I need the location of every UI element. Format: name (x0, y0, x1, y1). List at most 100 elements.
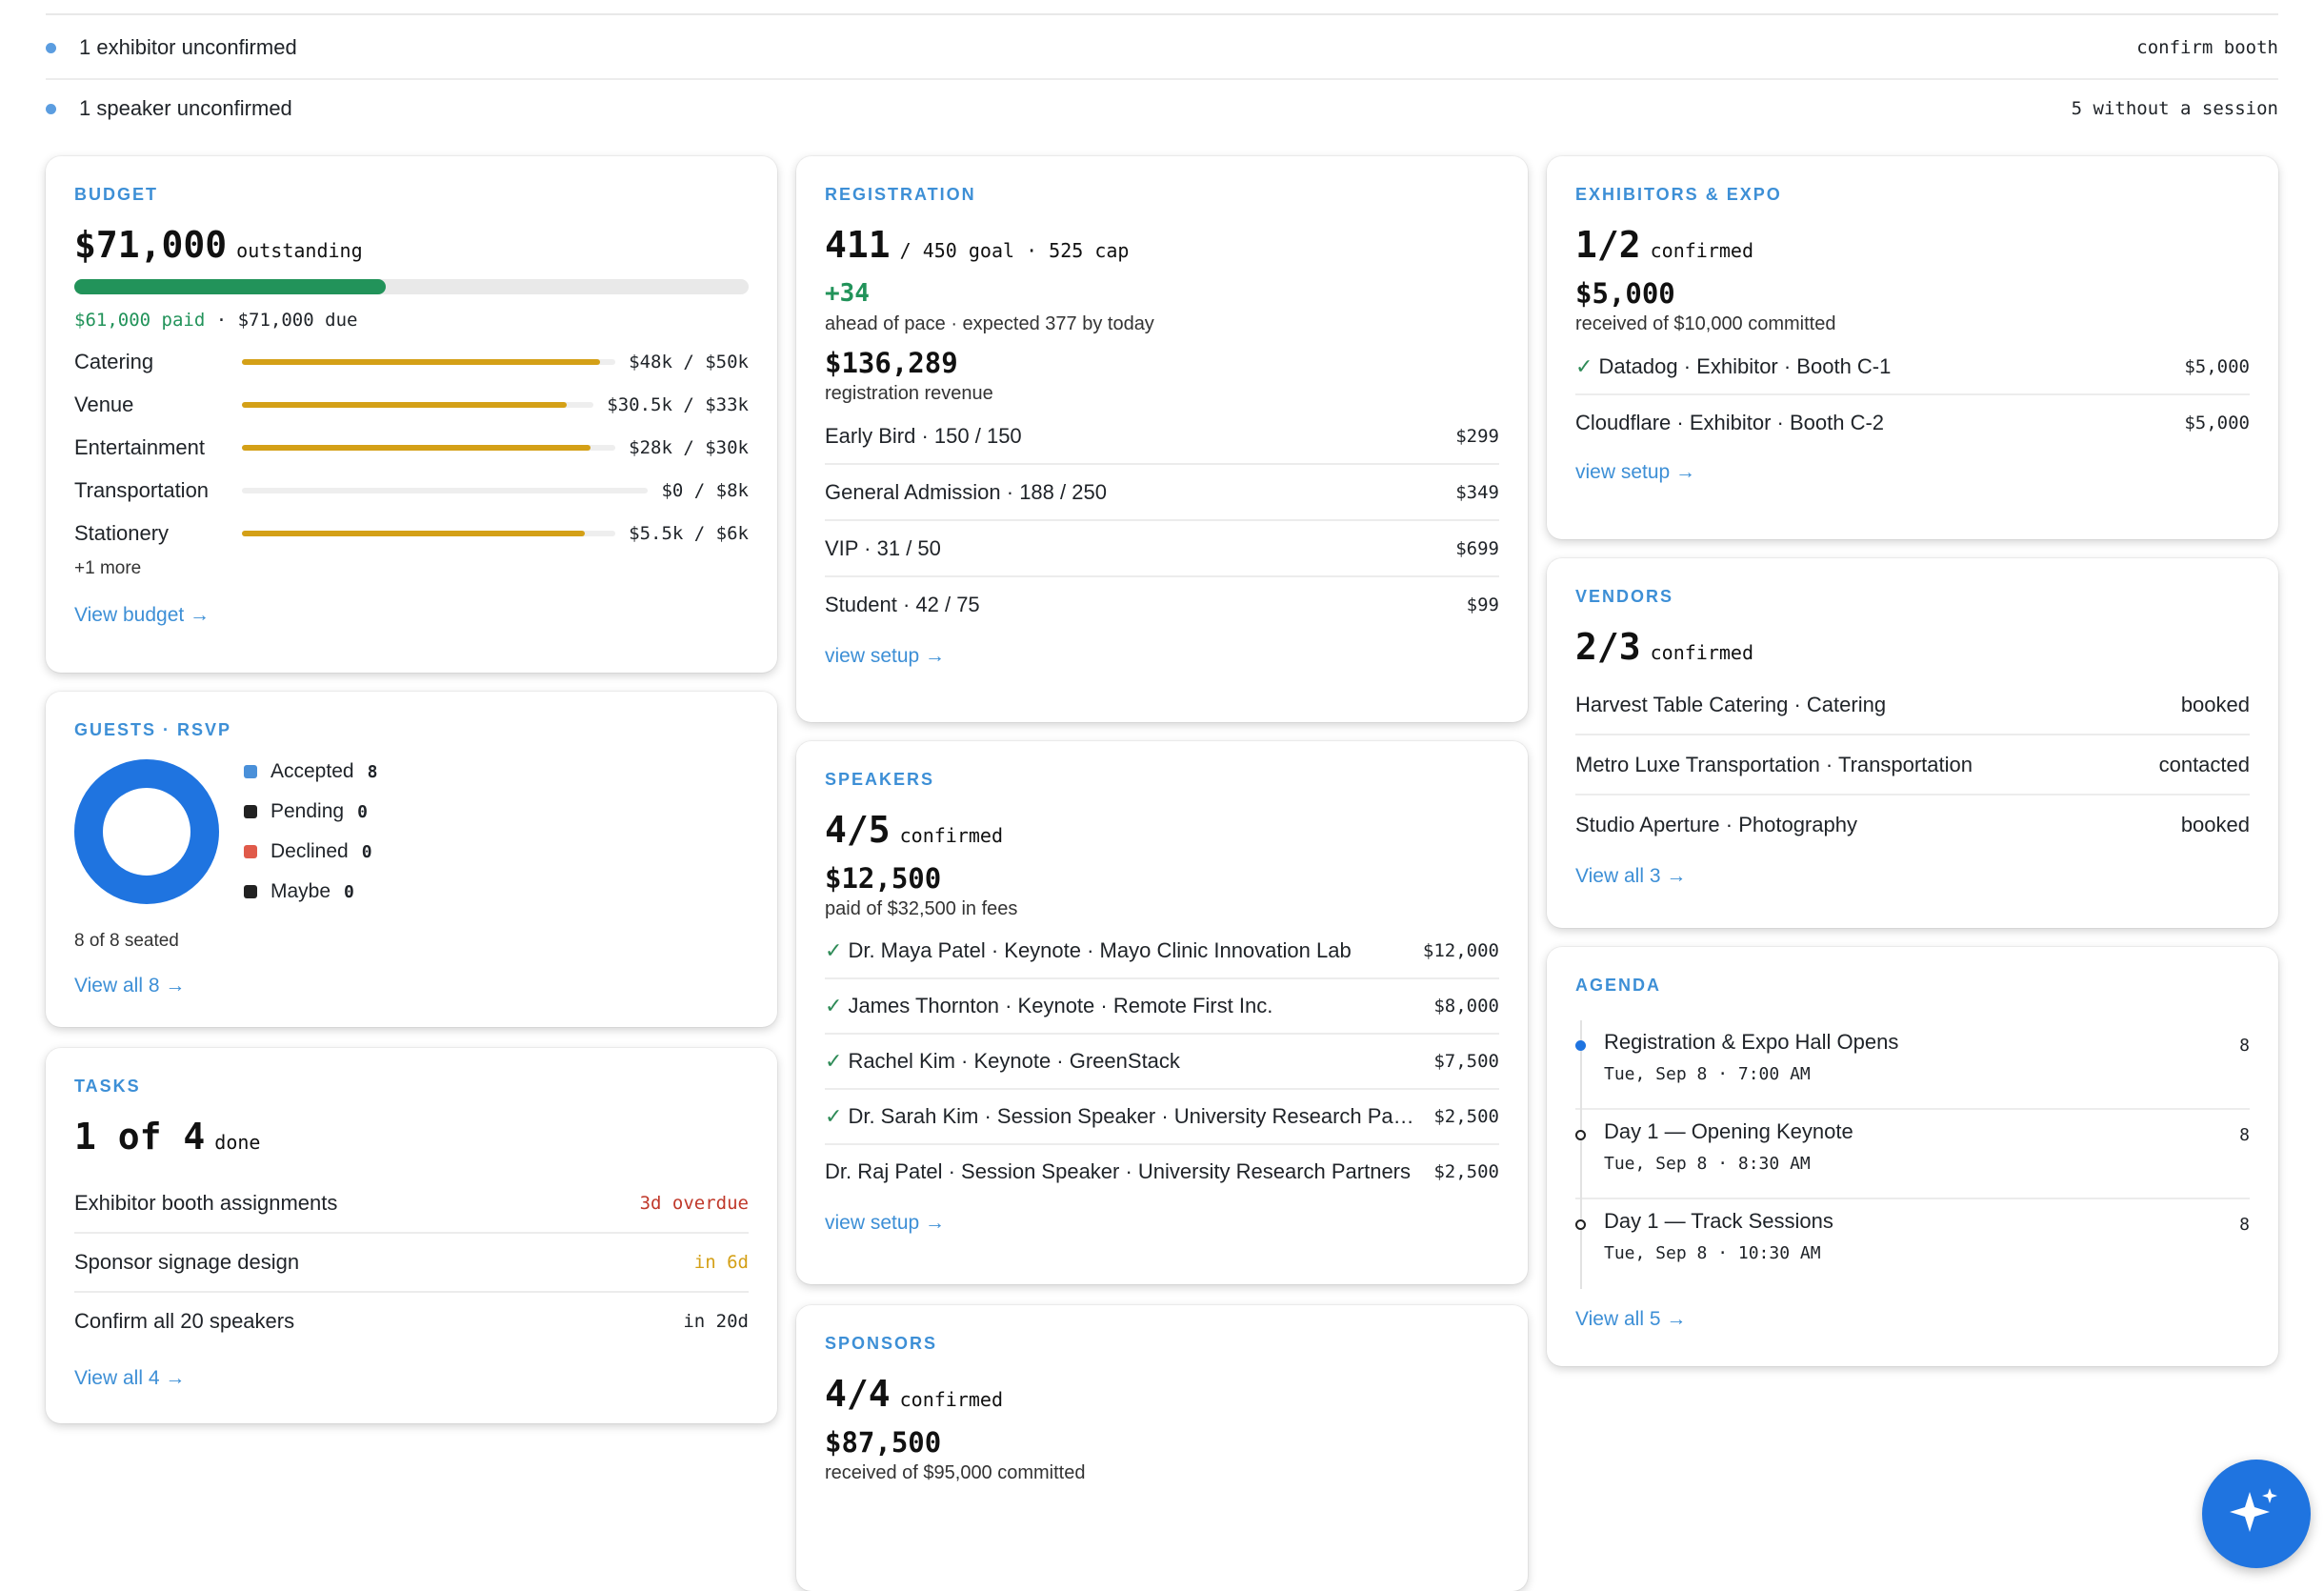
agenda-list: Registration & Expo Hall Opens Tue, Sep 8… (1575, 1020, 2250, 1289)
speaker-row-label: Dr. Raj Patel · Session Speaker · Univer… (825, 1159, 1411, 1184)
speaker-row-value: $12,000 (1422, 940, 1499, 961)
task-name: Sponsor signage design (74, 1250, 300, 1274)
top-divider (46, 13, 2278, 15)
registration-pace-detail: ahead of pace · expected 377 by today (825, 313, 1154, 334)
sponsors-received-label: received of $95,000 committed (825, 1462, 1086, 1483)
rsvp-legend-item: Pending 0 (244, 792, 377, 832)
speaker-row[interactable]: ✓ Dr. Maya Patel · Keynote · Mayo Clinic … (825, 924, 1499, 979)
alert-action[interactable]: 5 without a session (2071, 98, 2278, 119)
vendors-count: 2/3 (1575, 626, 1641, 668)
card-title: EXHIBITORS & EXPO (1575, 185, 1782, 204)
agenda-timeline-line (1580, 1110, 1582, 1199)
vendor-status: contacted (2158, 752, 2250, 776)
budget-category-row[interactable]: Venue $30.5k / $33k (74, 383, 749, 426)
budget-category-bar (242, 401, 594, 408)
view-budget-link[interactable]: View budget → (74, 604, 210, 626)
task-row[interactable]: Sponsor signage design in 6d (74, 1234, 749, 1293)
ticket-tier-row[interactable]: General Admission · 188 / 250 $349 (825, 465, 1499, 521)
alert-row-exhibitor[interactable]: 1 exhibitor unconfirmed confirm booth (46, 17, 2278, 80)
budget-category-name: Catering (74, 349, 154, 373)
rsvp-label: Declined (270, 840, 349, 862)
card-title: TASKS (74, 1077, 141, 1096)
vendors-card: VENDORS 2/3 confirmed Harvest Table Cater… (1547, 558, 2278, 928)
budget-category-row[interactable]: Stationery $5.5k / $6k (74, 512, 749, 554)
speaker-row[interactable]: Dr. Raj Patel · Session Speaker · Univer… (825, 1145, 1499, 1198)
speakers-paid-label: paid of $32,500 in fees (825, 898, 1018, 919)
view-all-vendors-link[interactable]: View all 3 → (1575, 865, 1687, 887)
exhibitors-count: 1/2 (1575, 224, 1641, 266)
view-all-guests-link[interactable]: View all 8 → (74, 975, 186, 997)
agenda-card: AGENDA Registration & Expo Hall Opens Tue… (1547, 947, 2278, 1366)
rsvp-swatch (244, 805, 257, 818)
sponsors-count: 4/4 (825, 1373, 891, 1415)
vendor-row[interactable]: Studio Aperture · Photography booked (1575, 796, 2250, 854)
agenda-item[interactable]: Day 1 — Track Sessions Tue, Sep 8 · 10:30… (1575, 1199, 2250, 1289)
alert-row-speaker[interactable]: 1 speaker unconfirmed 5 without a sessio… (46, 78, 2278, 139)
budget-category-bar (242, 358, 616, 365)
rsvp-label: Accepted (270, 760, 354, 782)
budget-categories: Catering $48k / $50k Venue $30.5k / $33k Ent… (74, 340, 749, 554)
agenda-item[interactable]: Registration & Expo Hall Opens Tue, Sep 8… (1575, 1020, 2250, 1110)
budget-more[interactable]: +1 more (74, 558, 142, 578)
budget-category-fill (242, 401, 568, 408)
task-due: in 20d (683, 1311, 749, 1332)
exhibitors-card: EXHIBITORS & EXPO 1/2 confirmed $5,000 re… (1547, 156, 2278, 539)
registration-pace: +34 (825, 279, 870, 308)
agenda-item-title: Registration & Expo Hall Opens (1604, 1030, 1899, 1054)
agenda-item[interactable]: Day 1 — Opening Keynote Tue, Sep 8 · 8:30… (1575, 1110, 2250, 1199)
exhibitor-row[interactable]: Cloudflare · Exhibitor · Booth C-2 $5,000 (1575, 395, 2250, 450)
ticket-tier-row[interactable]: VIP · 31 / 50 $699 (825, 521, 1499, 577)
task-row[interactable]: Confirm all 20 speakers in 20d (74, 1293, 749, 1350)
agenda-timeline-line (1580, 1020, 1582, 1110)
vendor-row[interactable]: Metro Luxe Transportation · Transportati… (1575, 735, 2250, 796)
budget-category-name: Transportation (74, 477, 210, 502)
view-all-agenda-link[interactable]: View all 5 → (1575, 1308, 1687, 1330)
budget-category-amount: $0 / $8k (661, 479, 749, 501)
view-all-tasks-link[interactable]: View all 4 → (74, 1367, 186, 1389)
agenda-item-time: Tue, Sep 8 · 8:30 AM (1604, 1154, 1811, 1174)
budget-category-fill (242, 530, 585, 536)
budget-category-name: Entertainment (74, 434, 205, 459)
exhibitor-row[interactable]: ✓ Datadog · Exhibitor · Booth C-1 $5,000 (1575, 339, 2250, 395)
exhibitors-view-setup-link[interactable]: view setup → (1575, 461, 1696, 483)
ticket-tier-row[interactable]: Student · 42 / 75 $99 (825, 577, 1499, 632)
ticket-tier-row[interactable]: Early Bird · 150 / 150 $299 (825, 409, 1499, 465)
assistant-fab-button[interactable] (2202, 1460, 2311, 1568)
check-icon: ✓ (825, 1049, 843, 1073)
budget-category-name: Stationery (74, 520, 170, 545)
budget-category-row[interactable]: Catering $48k / $50k (74, 340, 749, 383)
budget-category-fill (242, 358, 601, 365)
alert-action[interactable]: confirm booth (2136, 37, 2278, 58)
exhibitors-received-label: received of $10,000 committed (1575, 313, 1836, 334)
speakers-card: SPEAKERS 4/5 confirmed $12,500 paid of $3… (796, 741, 1528, 1284)
budget-category-row[interactable]: Entertainment $28k / $30k (74, 426, 749, 469)
exhibitors-received: $5,000 (1575, 277, 1675, 310)
rsvp-legend-item: Accepted 8 (244, 752, 377, 792)
speaker-row[interactable]: ✓ Rachel Kim · Keynote · GreenStack $7,500 (825, 1035, 1499, 1090)
task-row[interactable]: Exhibitor booth assignments 3d overdue (74, 1175, 749, 1234)
budget-category-row[interactable]: Transportation $0 / $8k (74, 469, 749, 512)
rsvp-legend-item: Maybe 0 (244, 872, 377, 912)
ticket-tier-name: VIP · 31 / 50 (825, 535, 941, 560)
speaker-row-label: ✓ James Thornton · Keynote · Remote First… (825, 994, 1272, 1018)
sparkle-icon (2230, 1488, 2277, 1532)
speakers-view-setup-link[interactable]: view setup → (825, 1212, 946, 1234)
rsvp-label: Maybe (270, 880, 331, 902)
speakers-count-label: confirmed (899, 824, 1004, 847)
speaker-row[interactable]: ✓ James Thornton · Keynote · Remote First… (825, 979, 1499, 1035)
check-icon: ✓ (1575, 353, 1593, 378)
budget-progress-bar (74, 279, 749, 294)
speaker-row-value: $8,000 (1433, 996, 1499, 1017)
budget-category-amount: $28k / $30k (629, 436, 749, 458)
agenda-dot-icon (1575, 1219, 1586, 1230)
card-title: SPONSORS (825, 1334, 938, 1353)
tasks-done-label: done (214, 1131, 261, 1154)
sponsors-count-label: confirmed (899, 1388, 1004, 1411)
vendor-name: Harvest Table Catering · Catering (1575, 692, 1887, 716)
budget-category-bar (242, 487, 649, 493)
registration-view-setup-link[interactable]: view setup → (825, 645, 946, 667)
exhibitor-row-name: Cloudflare · Exhibitor · Booth C-2 (1575, 410, 1885, 434)
vendor-row[interactable]: Harvest Table Catering · Catering booked (1575, 675, 2250, 735)
rsvp-swatch (244, 765, 257, 778)
speaker-row[interactable]: ✓ Dr. Sarah Kim · Session Speaker · Unive… (825, 1090, 1499, 1145)
